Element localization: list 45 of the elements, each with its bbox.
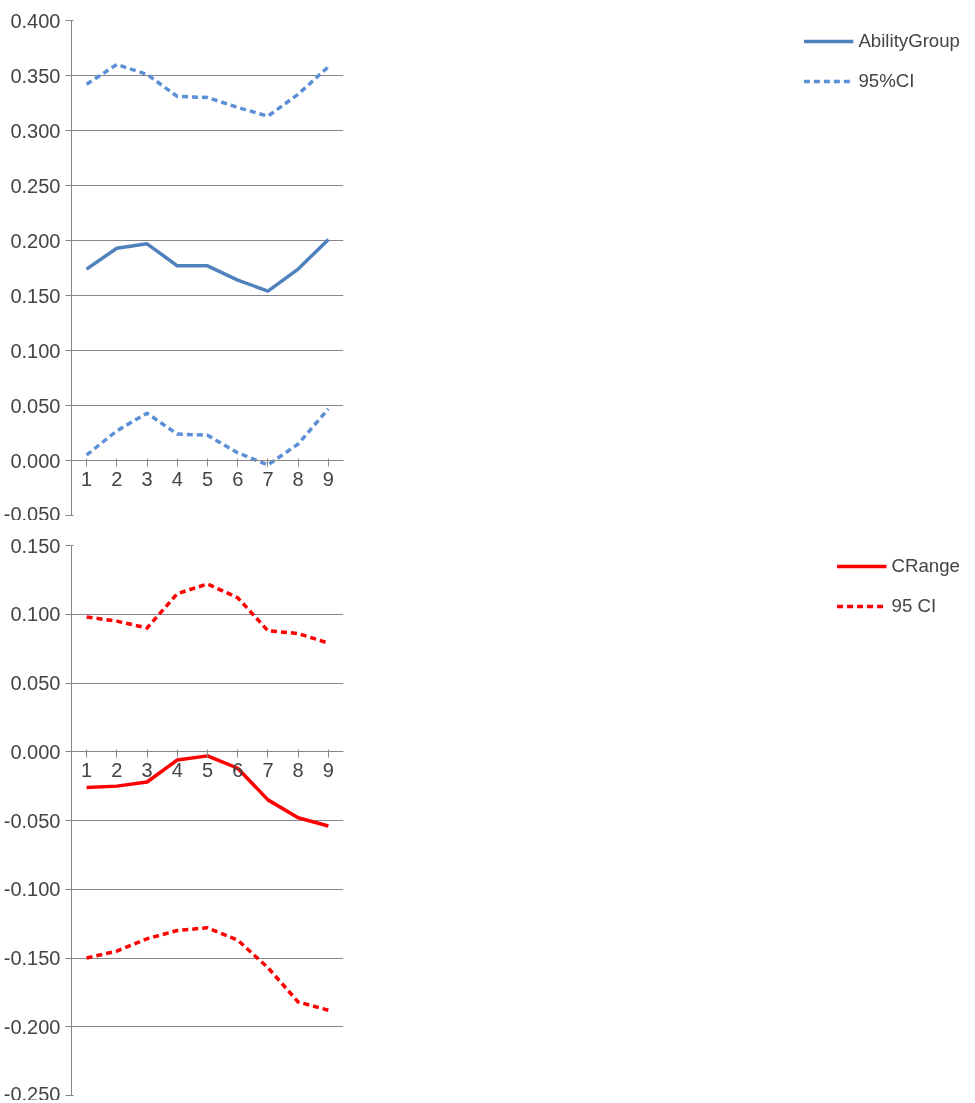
x-tick-label: 5 bbox=[201, 758, 214, 781]
x-tick-label: 6 bbox=[232, 467, 244, 490]
line-series bbox=[84, 237, 331, 293]
x-tick-label: 1 bbox=[81, 467, 93, 490]
x-tick-label: 4 bbox=[171, 758, 183, 781]
x-tick-label: 3 bbox=[141, 758, 153, 781]
legend-label: CRange bbox=[891, 555, 960, 577]
y-tick-label: 0.250 bbox=[10, 174, 61, 197]
y-tick-label: 0.150 bbox=[10, 534, 61, 557]
x-tick-label: 9 bbox=[322, 467, 334, 490]
y-tick-label: 0.200 bbox=[10, 229, 61, 252]
x-tick-label: 7 bbox=[262, 758, 274, 781]
y-tick-label: 0.000 bbox=[10, 740, 61, 763]
y-tick-label: 0.150 bbox=[10, 284, 61, 307]
x-tick-label: 2 bbox=[111, 758, 123, 781]
y-tick-label: 0.100 bbox=[10, 603, 61, 626]
y-tick-label: 0.300 bbox=[10, 119, 61, 142]
y-tick-label: 0.400 bbox=[10, 9, 61, 32]
y-tick-label: -0.250 bbox=[3, 1082, 61, 1103]
line-series bbox=[84, 754, 331, 828]
legend-label: AbilityGroup bbox=[858, 30, 960, 52]
legend-label: 95 CI bbox=[891, 595, 937, 617]
y-tick-label: -0.050 bbox=[3, 809, 61, 832]
x-tick-label: 1 bbox=[81, 758, 93, 781]
x-tick-label: 5 bbox=[201, 467, 214, 490]
y-tick-label: 0.050 bbox=[10, 394, 61, 417]
y-tick-label: -0.200 bbox=[3, 1015, 61, 1038]
y-tick-label: -0.150 bbox=[3, 947, 61, 969]
line-series bbox=[84, 407, 331, 467]
x-tick-label: 8 bbox=[292, 467, 304, 490]
x-tick-label: 8 bbox=[292, 758, 304, 781]
y-tick-label: 0.100 bbox=[10, 339, 61, 362]
y-tick-label: 0.350 bbox=[10, 64, 61, 87]
y-tick-label: -0.100 bbox=[3, 878, 61, 901]
x-tick-label: 3 bbox=[141, 467, 153, 490]
y-tick-label: -0.050 bbox=[3, 502, 61, 525]
line-series bbox=[84, 926, 331, 1012]
x-tick-label: 9 bbox=[322, 758, 334, 781]
y-tick-label: 0.050 bbox=[10, 672, 61, 694]
legend-label: 95%CI bbox=[858, 70, 915, 92]
x-tick-label: 7 bbox=[262, 467, 274, 490]
x-tick-label: 2 bbox=[111, 467, 123, 490]
line-series bbox=[84, 62, 331, 118]
y-tick-label: 0.000 bbox=[10, 449, 61, 472]
x-tick-label: 4 bbox=[171, 467, 183, 490]
